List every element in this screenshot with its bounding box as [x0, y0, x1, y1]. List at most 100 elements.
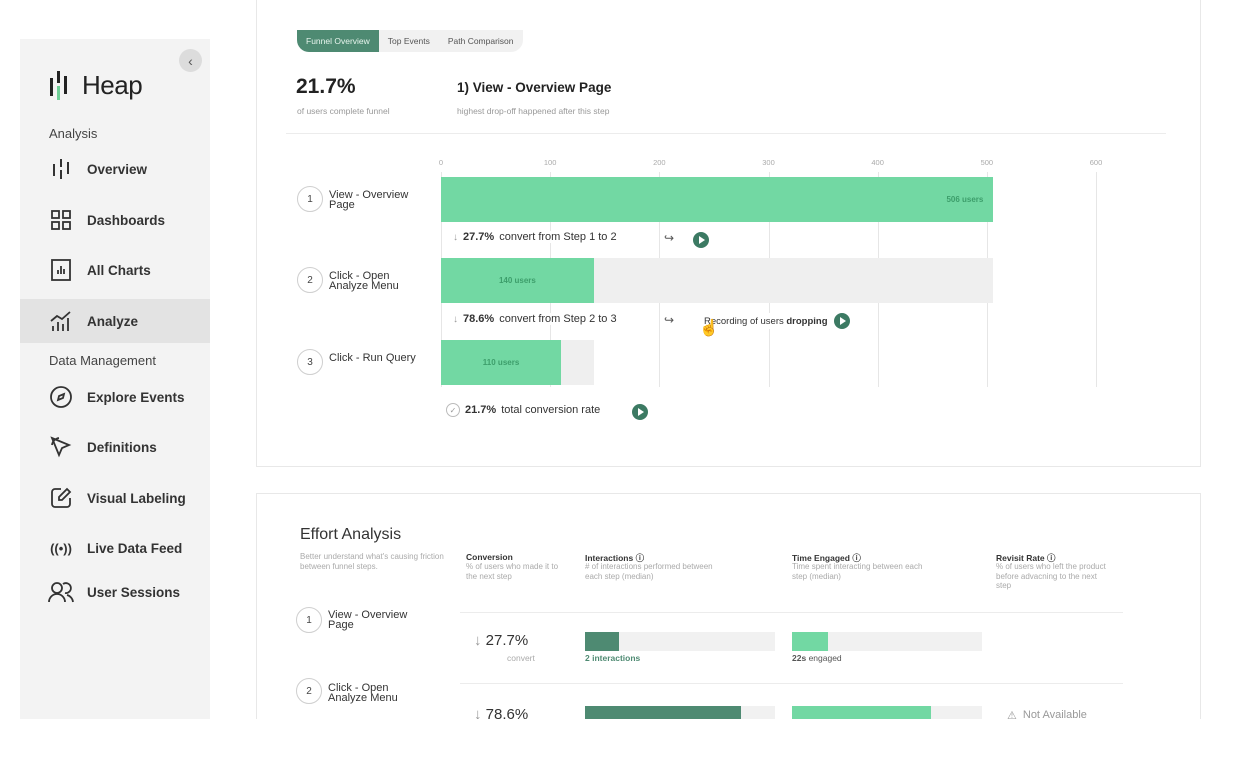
recording-dropping-link[interactable]: Recording of users dropping [704, 313, 850, 329]
overview-icon [48, 156, 74, 182]
funnel-bar-label: 140 users [498, 276, 536, 285]
chart-tabs: Funnel Overview Top Events Path Comparis… [297, 30, 523, 52]
funnel-bar-label: 506 users [946, 195, 984, 204]
column-desc-revisit-rate: % of users who left the product before a… [996, 562, 1106, 590]
column-header-conversion: Conversion [466, 552, 513, 562]
sidebar-item-user-sessions[interactable]: User Sessions [20, 570, 210, 614]
dashboards-icon [48, 207, 74, 233]
sidebar-item-dashboards[interactable]: Dashboards [20, 198, 210, 242]
funnel-bar[interactable]: 110 users [441, 340, 562, 385]
arrow-right-icon: ↪ [664, 231, 675, 245]
tab-path-comparison[interactable]: Path Comparison [438, 30, 523, 52]
arrow-down-icon: ↓ [453, 231, 458, 243]
sidebar-item-analyze[interactable]: Analyze [20, 299, 210, 343]
step-name-2: Click - Open Analyze Menu [329, 270, 399, 292]
funnel-bar[interactable]: 506 users [441, 177, 994, 222]
axis-tick-label: 400 [871, 158, 884, 167]
section-label-analysis: Analysis [49, 126, 98, 141]
interactions-value: 2 interactions [585, 653, 641, 663]
sidebar-item-label: Analyze [87, 313, 139, 329]
collapse-sidebar-button[interactable]: ‹ [179, 49, 202, 72]
play-recording-button[interactable] [632, 404, 648, 420]
column-header-interactions: Interactions ⓘ [585, 553, 645, 563]
total-pct: 21.7% [465, 404, 497, 416]
axis-tick-label: 100 [543, 158, 557, 167]
sidebar-item-label: Live Data Feed [87, 540, 183, 556]
sidebar-item-label: Dashboards [87, 212, 166, 228]
axis-tick-label: 0 [438, 158, 444, 167]
engaged-bar-track [792, 632, 982, 651]
column-desc-conversion: % of users who made it to the next step [466, 562, 559, 581]
funnel-bar[interactable]: 140 users [441, 258, 594, 303]
gridline [1096, 172, 1097, 387]
brand-name: Heap [82, 69, 143, 100]
dropoff-step-title: 1) View - Overview Page [457, 80, 612, 95]
compass-icon [48, 384, 74, 410]
interactions-bar [585, 632, 620, 651]
effort-step-number-1: 1 [296, 607, 322, 633]
conversion-pct: 27.7% [463, 231, 495, 243]
effort-step-name-1: View - Overview Page [328, 609, 408, 631]
sidebar-item-label: Explore Events [87, 389, 185, 405]
recording-bold: dropping [786, 315, 828, 327]
axis-tick-label: 500 [980, 158, 994, 167]
column-desc-time-engaged: Time spent interacting between each step… [792, 562, 923, 581]
all-charts-icon [48, 257, 74, 283]
divider [460, 612, 1123, 613]
section-label-data-management: Data Management [49, 353, 156, 368]
axis-tick-label: 600 [1089, 158, 1103, 167]
warning-icon: ⚠ [1007, 710, 1017, 722]
play-recording-button[interactable] [693, 232, 709, 248]
check-circle-icon: ✓ [446, 403, 460, 417]
chevron-left-icon: ‹ [188, 52, 193, 69]
funnel-completion-rate: 21.7% [296, 75, 356, 98]
sidebar-item-all-charts[interactable]: All Charts [20, 248, 210, 292]
sidebar-item-overview[interactable]: Overview [20, 147, 210, 191]
dropoff-caption: highest drop-off happened after this ste… [457, 106, 610, 116]
engaged-bar [792, 632, 829, 651]
conversion-row-1: ↓ 27.7% convert from Step 1 to 2 [453, 231, 617, 243]
analyze-icon [48, 308, 74, 334]
effort-conversion-caption: convert [507, 653, 535, 663]
tab-top-events[interactable]: Top Events [378, 30, 439, 52]
effort-conversion-1: ↓ 27.7% [474, 632, 529, 649]
tab-funnel-overview[interactable]: Funnel Overview [297, 30, 379, 52]
conversion-pct: 78.6% [463, 313, 495, 325]
info-icon[interactable]: ⓘ [1047, 553, 1056, 563]
revisit-not-available: ⚠ Not Available [1007, 709, 1087, 722]
divider [460, 683, 1123, 684]
broadcast-icon: ((•)) [50, 540, 72, 556]
sidebar-item-label: All Charts [87, 262, 151, 278]
effort-subtitle: Better understand what's causing frictio… [300, 552, 444, 571]
step-name-3: Click - Run Query [329, 352, 416, 364]
effort-step-number-2: 2 [296, 678, 322, 704]
sidebar-item-visual-labeling[interactable]: Visual Labeling [20, 476, 210, 520]
effort-title: Effort Analysis [300, 526, 402, 543]
viewport-bottom [0, 719, 1238, 780]
total-conversion-row: ✓ 21.7% total conversion rate [446, 403, 601, 417]
recording-text: Recording of users [704, 315, 784, 327]
sidebar-item-label: Overview [87, 161, 148, 177]
column-desc-interactions: # of interactions performed between each… [585, 562, 713, 581]
step-number-3: 3 [297, 349, 323, 375]
cursor-icon [48, 434, 74, 460]
sidebar-item-explore-events[interactable]: Explore Events [20, 375, 210, 419]
conversion-text: convert from Step 2 to 3 [499, 313, 617, 325]
sidebar-item-label: Definitions [87, 439, 157, 455]
sidebar-item-label: User Sessions [87, 584, 181, 600]
funnel-bar-label: 110 users [482, 358, 520, 367]
users-icon [48, 579, 74, 605]
play-recording-button[interactable] [833, 313, 850, 329]
funnel-card [256, 0, 1201, 467]
edit-icon [48, 485, 74, 511]
info-icon[interactable]: ⓘ [635, 553, 645, 563]
arrow-down-icon: ↓ [474, 706, 482, 723]
sidebar-item-definitions[interactable]: Definitions [20, 425, 210, 469]
total-text: total conversion rate [501, 404, 601, 416]
arrow-right-icon: ↪ [664, 313, 675, 327]
info-icon[interactable]: ⓘ [852, 553, 861, 563]
sidebar-item-label: Visual Labeling [87, 490, 186, 506]
divider [286, 133, 1166, 134]
heap-logo[interactable]: Heap [48, 68, 143, 102]
sidebar-item-live-data-feed[interactable]: ((•)) Live Data Feed [20, 526, 210, 570]
